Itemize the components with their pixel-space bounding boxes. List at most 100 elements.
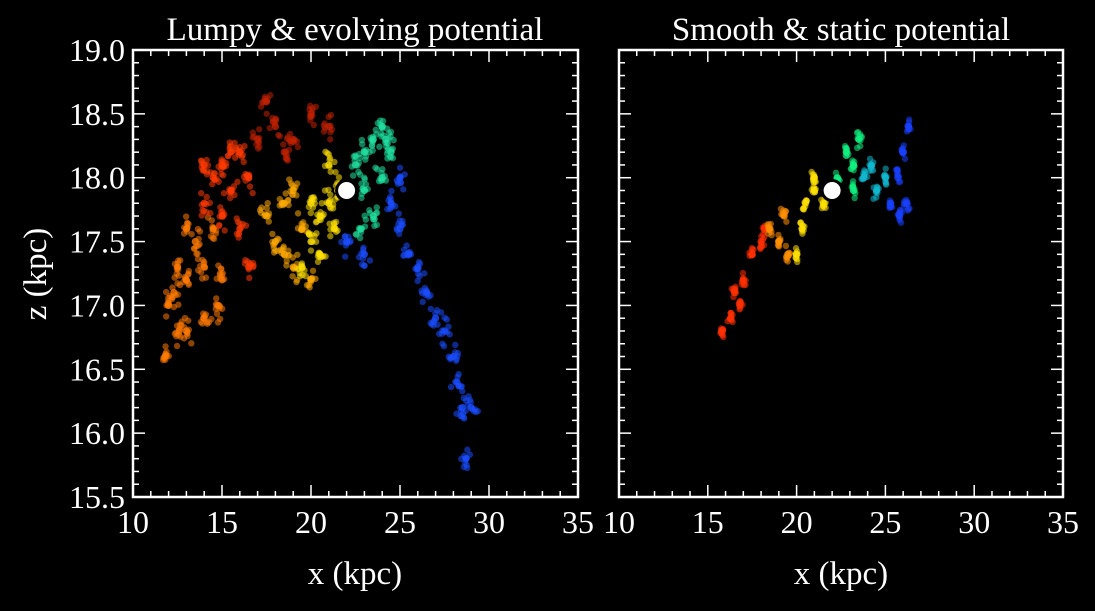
scatter-point xyxy=(175,327,183,335)
y-tick-label: 18.0 xyxy=(69,160,125,196)
scatter-point-cloud xyxy=(163,313,170,320)
scatter-point-cloud xyxy=(453,410,460,417)
scatter-point-cloud xyxy=(318,199,326,207)
scatter-point-cloud xyxy=(439,340,446,347)
scatter-point xyxy=(209,174,217,182)
scatter-point xyxy=(414,263,422,271)
scatter-point xyxy=(227,186,235,195)
scatter-point-cloud xyxy=(326,154,334,162)
scatter-point-cloud xyxy=(783,218,790,225)
scatter-point-cloud xyxy=(314,258,322,266)
scatter-point-cloud xyxy=(272,247,279,254)
scatter-point-cloud xyxy=(171,274,178,281)
scatter-point-cloud xyxy=(373,204,380,211)
scatter-point-cloud xyxy=(396,217,403,224)
series-yellow xyxy=(294,148,345,280)
x-tick-label: 35 xyxy=(562,504,594,540)
scatter-point xyxy=(307,199,315,207)
scatter-point xyxy=(182,225,190,233)
scatter-point-cloud xyxy=(458,413,465,420)
series-orange xyxy=(159,213,228,364)
scatter-point-cloud xyxy=(386,193,394,201)
y-tick-label: 18.5 xyxy=(69,96,125,132)
scatter-point xyxy=(280,199,288,207)
scatter-point-cloud xyxy=(331,158,338,166)
scatter-point-cloud xyxy=(327,232,334,240)
scatter-point-cloud xyxy=(234,178,241,186)
scatter-point-cloud xyxy=(286,130,294,138)
scatter-point-cloud xyxy=(194,250,201,257)
scatter-point-cloud xyxy=(349,172,357,179)
scatter-point-cloud xyxy=(372,164,379,171)
scatter-point xyxy=(730,289,739,297)
scatter-point-cloud xyxy=(395,210,402,217)
scatter-point xyxy=(254,135,262,143)
scatter-point xyxy=(298,263,306,271)
scatter-point xyxy=(200,199,208,207)
scatter-point xyxy=(280,148,288,156)
scatter-point-cloud xyxy=(294,210,302,217)
scatter-point-cloud xyxy=(307,117,314,124)
scatter-point-cloud xyxy=(332,168,339,176)
scatter-point-cloud xyxy=(905,116,913,123)
scatter-point-cloud xyxy=(372,126,379,134)
y-tick-label: 15.5 xyxy=(69,479,125,515)
scatter-point xyxy=(757,237,765,246)
scatter-point-cloud xyxy=(199,166,206,174)
scatter-point-cloud xyxy=(256,126,263,133)
scatter-point-cloud xyxy=(305,282,313,289)
scatter-point xyxy=(894,174,902,182)
scatter-point xyxy=(793,250,801,258)
scatter-point xyxy=(798,225,806,233)
scatter-point xyxy=(378,174,386,182)
series-orange xyxy=(764,205,793,265)
scatter-point xyxy=(360,250,368,258)
scatter-point-cloud xyxy=(162,288,170,296)
scatter-point xyxy=(462,455,470,463)
scatter-point-cloud xyxy=(458,383,465,390)
scatter-point xyxy=(810,174,818,182)
x-tick-label: 25 xyxy=(869,504,901,540)
scatter-point-cloud xyxy=(199,256,206,264)
scatter-point xyxy=(387,148,395,156)
scatter-point-cloud xyxy=(289,273,296,280)
scatter-point-cloud xyxy=(358,194,365,202)
scatter-point-cloud xyxy=(168,295,176,303)
scatter-point-cloud xyxy=(218,156,225,163)
scatter-point-cloud xyxy=(358,261,366,268)
scatter-point-cloud xyxy=(447,383,455,391)
scatter-point xyxy=(191,237,199,246)
scatter-point xyxy=(842,148,850,156)
scatter-point-cloud xyxy=(421,270,428,277)
scatter-point-cloud xyxy=(283,262,290,269)
ticks xyxy=(132,49,579,498)
scatter-point xyxy=(378,123,386,131)
scatter-point-cloud xyxy=(460,463,468,471)
scatter-point-cloud xyxy=(185,270,192,278)
scatter-point-cloud xyxy=(198,190,205,197)
scatter-point xyxy=(449,352,457,361)
x-tick-label: 30 xyxy=(958,504,990,540)
scatter-point xyxy=(316,250,324,258)
scatter-point-cloud xyxy=(221,227,228,234)
scatter-point-cloud xyxy=(266,124,273,132)
axes-frame xyxy=(131,48,580,499)
scatter-point-cloud xyxy=(355,168,362,176)
scatter-point-cloud xyxy=(452,341,459,349)
scatter-point-cloud xyxy=(182,213,190,220)
scatter-point-cloud xyxy=(294,143,302,151)
series-red xyxy=(197,139,257,282)
scatter-point xyxy=(739,276,747,284)
scatter-point-cloud xyxy=(462,407,469,415)
scatter-point-cloud xyxy=(454,373,461,381)
series-yellow xyxy=(792,168,829,266)
scatter-point xyxy=(316,212,324,220)
scatter-point-cloud xyxy=(275,131,282,139)
scatter-point xyxy=(819,199,827,207)
scatter-point xyxy=(165,301,173,310)
scatter-point-cloud xyxy=(329,205,337,212)
scatter-point-cloud xyxy=(246,183,254,190)
scatter-point-cloud xyxy=(446,331,453,338)
scatter-point-cloud xyxy=(173,322,181,329)
scatter-point-cloud xyxy=(173,342,181,350)
